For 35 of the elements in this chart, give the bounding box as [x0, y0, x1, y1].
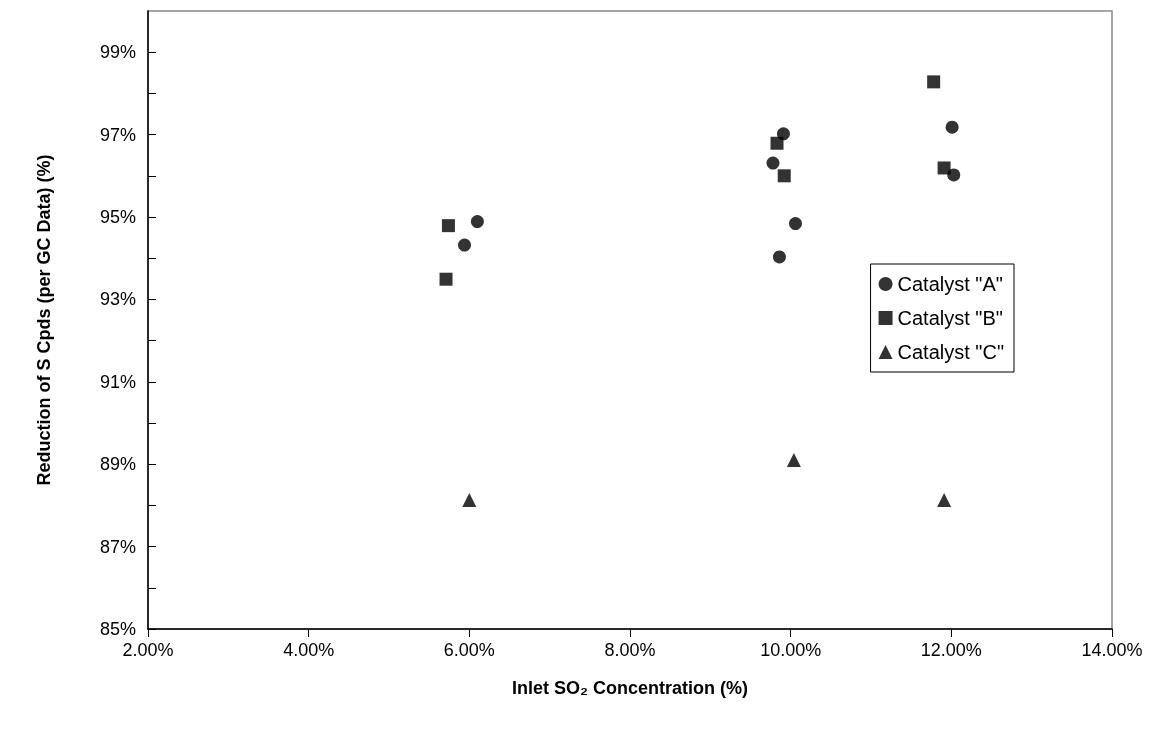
x-tick-label: 12.00% [920, 640, 982, 660]
point [937, 493, 952, 508]
point [462, 493, 477, 508]
x-tick-label: 8.00% [604, 640, 656, 660]
x-tick-label: 4.00% [283, 640, 335, 660]
x-tick-label: 10.00% [760, 640, 822, 660]
x-tick-label: 2.00% [122, 640, 174, 660]
y-tick-label: 97% [99, 124, 136, 145]
y-tick-label: 95% [99, 207, 136, 227]
point [945, 120, 959, 134]
x-tick-label: 6.00% [443, 640, 495, 660]
point [937, 161, 951, 175]
legend-label: Catalyst "C" [897, 341, 1005, 363]
point [439, 272, 453, 286]
point [777, 169, 791, 183]
legend-label: Catalyst "A" [897, 273, 1003, 295]
point [789, 217, 802, 231]
point [458, 238, 472, 252]
point [770, 136, 784, 150]
y-tick-label: 89% [99, 454, 136, 475]
y-axis-title: Reduction of S Cpds (per GC Data) (%) [34, 154, 54, 486]
y-tick-label: 93% [99, 289, 136, 310]
y-tick-label: 91% [99, 371, 136, 392]
point [441, 219, 455, 233]
point [786, 453, 801, 468]
y-tick-label: 99% [99, 42, 136, 63]
x-axis-title: Inlet SO₂ Concentration (%) [511, 678, 749, 698]
point [772, 250, 786, 264]
y-tick-label: 87% [99, 536, 136, 557]
x-tick-label: 14.00% [1081, 640, 1143, 660]
legend-label: Catalyst "B" [897, 307, 1003, 329]
y-tick-label: 85% [99, 619, 136, 639]
point [470, 215, 484, 229]
point [927, 75, 941, 89]
point [766, 156, 780, 170]
